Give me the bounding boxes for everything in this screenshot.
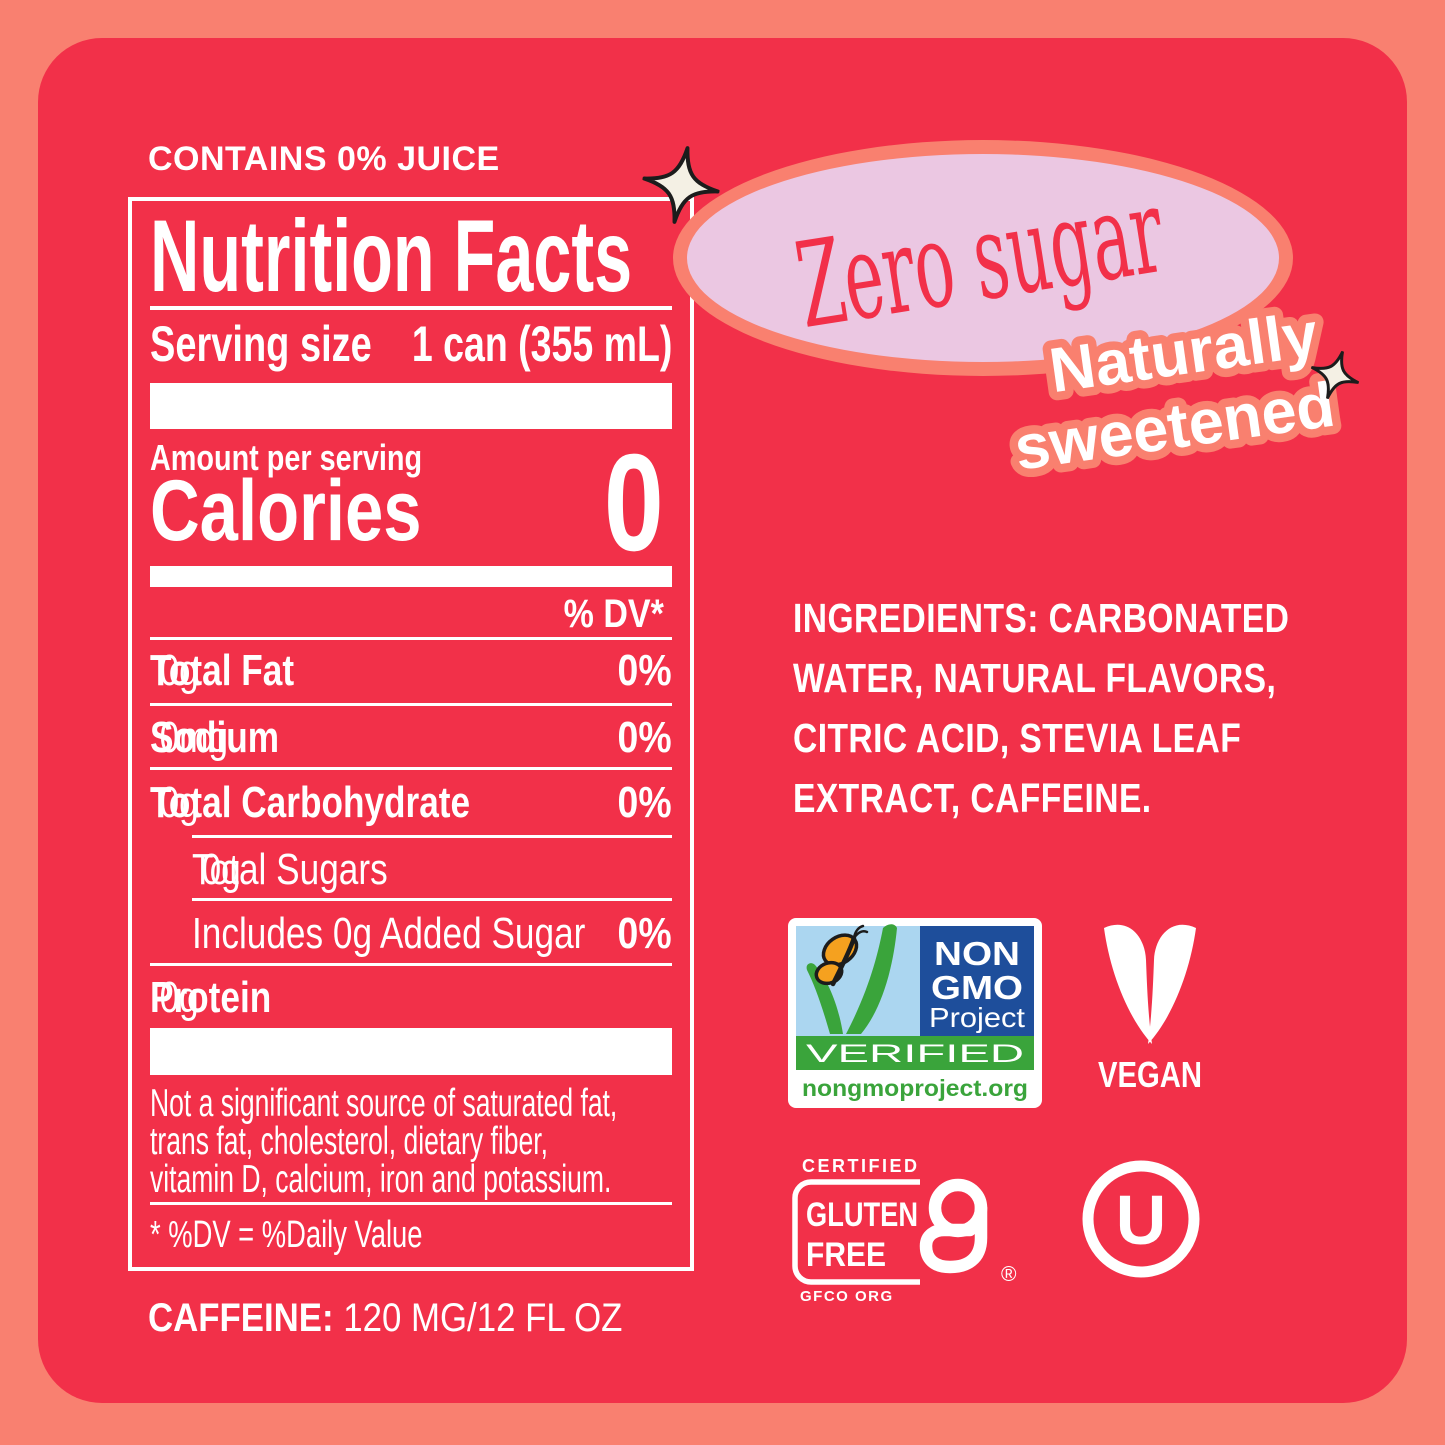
nutrient-name: Total Fat bbox=[150, 646, 295, 695]
ingredients-line: CITRIC ACID, STEVIA LEAF bbox=[793, 715, 1242, 761]
sparkle-icon bbox=[642, 146, 720, 224]
calories-value: 0 bbox=[604, 426, 664, 580]
nutrient-name: Total Carbohydrate bbox=[150, 778, 471, 827]
thick-bar bbox=[150, 383, 672, 429]
nutrient-qty: 0g bbox=[159, 646, 199, 695]
nutrient-dv: 0% bbox=[617, 646, 672, 695]
gfco-org-text: GFCO ORG bbox=[800, 1288, 894, 1305]
caffeine-note: CAFFEINE: 120 MG/12 FL OZ bbox=[148, 1295, 622, 1341]
butterfly-icon bbox=[814, 924, 869, 987]
project-text: Project bbox=[929, 1002, 1025, 1033]
serving-size-value: 1 can (355 mL) bbox=[411, 316, 672, 372]
nutrient-name: Includes 0g Added Sugar bbox=[192, 909, 586, 958]
nutrient-row-added-sugar: Includes 0g Added Sugar 0% bbox=[192, 908, 672, 959]
serving-size-row: Serving size 1 can (355 mL) bbox=[150, 315, 672, 373]
nutrient-row-total-fat: Total Fat 0g 0% bbox=[150, 645, 672, 696]
daily-value-note: * %DV = %Daily Value bbox=[150, 1214, 423, 1256]
ingredients-block: INGREDIENTS: CARBONATED WATER, NATURAL F… bbox=[793, 588, 1398, 828]
amount-per-serving-label: Amount per serving bbox=[150, 437, 423, 478]
caffeine-label: CAFFEINE: bbox=[148, 1296, 334, 1340]
certified-text: CERTIFIED bbox=[802, 1156, 920, 1176]
free-text: FREE bbox=[806, 1236, 886, 1274]
gluten-free-logo: CERTIFIED ® GLUTEN FREE GFCO ORG bbox=[792, 1156, 1017, 1305]
gf-g-glyph bbox=[919, 1178, 988, 1274]
ingredients-line: EXTRACT, CAFFEINE. bbox=[793, 775, 1152, 821]
kosher-ou-logo: U bbox=[1082, 1160, 1200, 1278]
nutrient-row-protein: Protein 0g bbox=[150, 972, 672, 1023]
divider bbox=[150, 963, 672, 966]
nutrient-qty: 0g bbox=[201, 845, 241, 894]
ingredients-line: INGREDIENTS: CARBONATED bbox=[793, 595, 1290, 641]
juice-note: CONTAINS 0% JUICE bbox=[148, 140, 500, 178]
nutrient-dv: 0% bbox=[617, 713, 672, 762]
gluten-text: GLUTEN bbox=[806, 1196, 918, 1234]
verified-text: VERIFIED bbox=[806, 1040, 1024, 1068]
check-right-blade bbox=[846, 924, 897, 1034]
nongmo-url: nongmoproject.org bbox=[802, 1075, 1028, 1101]
non-text: NON bbox=[934, 935, 1020, 972]
nutrient-row-carbohydrate: Total Carbohydrate 0g 0% bbox=[150, 777, 672, 828]
daily-value-header: % DV* bbox=[563, 592, 664, 636]
gmo-text: GMO bbox=[931, 969, 1023, 1006]
ingredients-line: WATER, NATURAL FLAVORS, bbox=[793, 655, 1277, 701]
nutrient-dv: 0% bbox=[617, 778, 672, 827]
non-gmo-verified-logo: NON GMO Project VERIFIED nongmoproject.o… bbox=[788, 918, 1042, 1108]
divider bbox=[150, 703, 672, 706]
vegan-logo: VEGAN bbox=[1098, 924, 1202, 1094]
calories-label: Calories bbox=[150, 463, 422, 559]
nutrient-name: Sodium bbox=[150, 713, 280, 762]
nutrition-facts-panel: Nutrition Facts Serving size 1 can (355 … bbox=[128, 197, 694, 1271]
divider bbox=[150, 1202, 672, 1205]
divider bbox=[150, 767, 672, 770]
check-left-blade bbox=[806, 963, 843, 1034]
nutrient-name: Total Sugars bbox=[192, 845, 388, 894]
nutrient-row-total-sugars: Total Sugars 0g bbox=[192, 844, 672, 895]
vegan-v-left bbox=[1104, 924, 1152, 1044]
divider bbox=[192, 835, 672, 838]
nutrient-qty: 0g bbox=[159, 973, 199, 1022]
nutrient-name: Protein bbox=[150, 973, 272, 1022]
naturally-sweetened-badge: Naturally sweetened bbox=[1002, 291, 1348, 492]
sparkle-icon bbox=[1310, 350, 1360, 400]
divider bbox=[150, 306, 672, 310]
footnote-line: vitamin D, calcium, iron and potassium. bbox=[150, 1158, 612, 1201]
vegan-text: VEGAN bbox=[1098, 1054, 1202, 1094]
nutrient-qty: 0mg bbox=[159, 713, 229, 762]
thick-bar bbox=[150, 1028, 672, 1075]
registered-mark: ® bbox=[1001, 1263, 1017, 1286]
caffeine-value: 120 MG/12 FL OZ bbox=[333, 1296, 623, 1340]
footnote-line: Not a significant source of saturated fa… bbox=[150, 1082, 618, 1125]
nutrient-dv: 0% bbox=[617, 909, 672, 958]
ou-letter: U bbox=[1116, 1181, 1167, 1259]
vegan-v-right bbox=[1148, 924, 1196, 1044]
nutrient-qty: 0g bbox=[159, 778, 199, 827]
footnote-line: trans fat, cholesterol, dietary fiber, bbox=[150, 1120, 549, 1163]
divider bbox=[150, 637, 672, 640]
nutrient-row-sodium: Sodium 0mg 0% bbox=[150, 712, 672, 763]
thick-bar bbox=[150, 566, 672, 587]
divider bbox=[192, 898, 672, 901]
nutrition-title: Nutrition Facts bbox=[150, 199, 633, 313]
serving-size-label: Serving size bbox=[150, 316, 372, 372]
